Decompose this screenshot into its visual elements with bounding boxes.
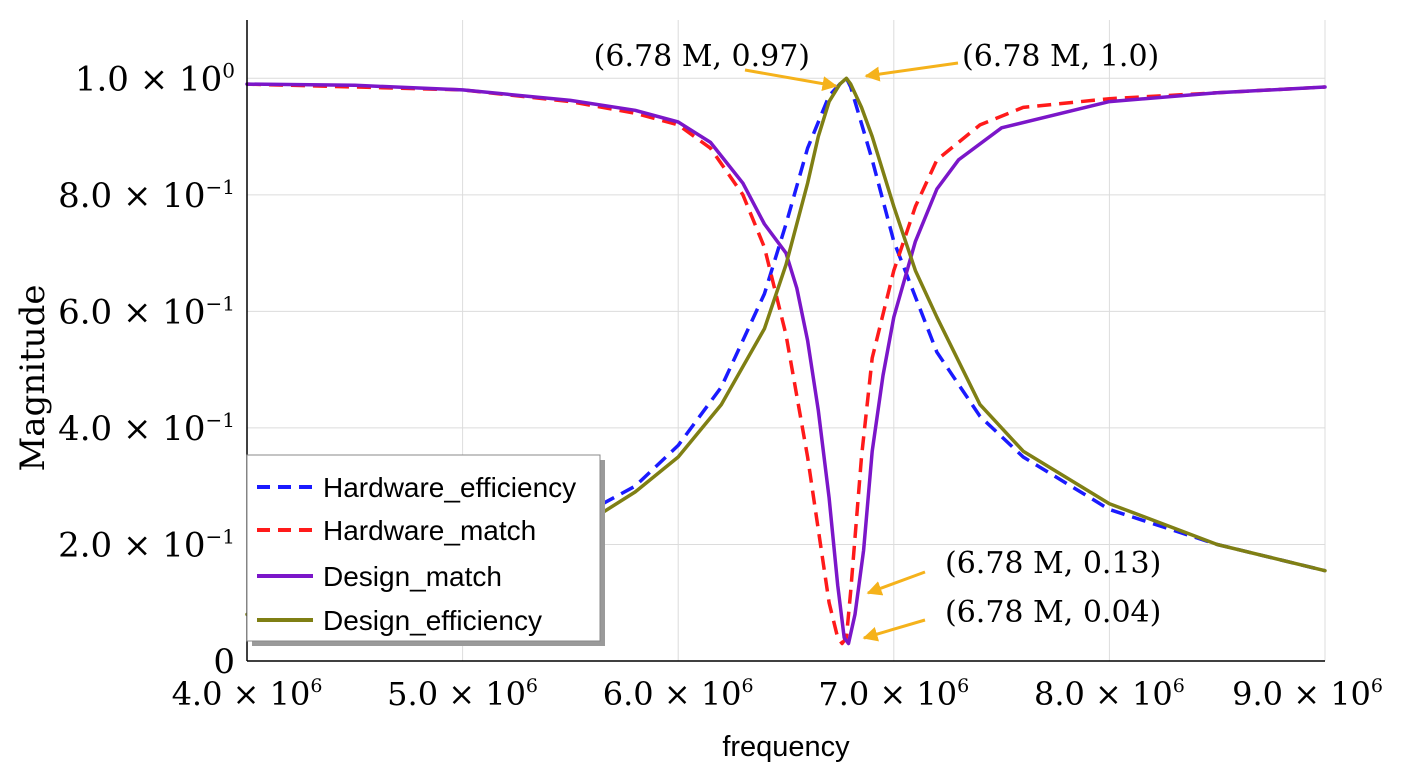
y-tick-label: 1.0 × 100 bbox=[75, 58, 235, 99]
annotation-label: (6.78 M, 0.13) bbox=[945, 546, 1161, 581]
y-tick-label: 8.0 × 10−1 bbox=[58, 175, 235, 216]
series-line-hardware-match bbox=[246, 82, 1326, 646]
x-axis-title: frequency bbox=[722, 731, 850, 763]
legend-label-hardware-efficiency: Hardware_efficiency bbox=[323, 472, 576, 503]
legend-label-design-efficiency: Design_efficiency bbox=[323, 605, 542, 636]
grid bbox=[246, 20, 1326, 662]
x-tick-label: 8.0 × 106 bbox=[1034, 675, 1185, 713]
y-tick-label: 4.0 × 10−1 bbox=[58, 408, 235, 449]
y-tick-label: 0 bbox=[213, 642, 235, 682]
y-tick-label: 6.0 × 10−1 bbox=[58, 291, 235, 332]
annotation-label: (6.78 M, 0.04) bbox=[945, 595, 1161, 630]
series-line-design-match bbox=[245, 82, 1327, 646]
x-tick-label: 4.0 × 106 bbox=[172, 675, 323, 713]
axes: 0 2.0 × 10−1 4.0 × 10−1 6.0 × 10−1 8.0 × 10−… bbox=[58, 20, 1383, 713]
annotations: (6.78 M, 0.97) (6.78 M, 1.0) (6.78 M, 0.13… bbox=[594, 39, 1161, 642]
annotation-arrow bbox=[864, 61, 959, 82]
legend-label-hardware-match: Hardware_match bbox=[323, 515, 536, 546]
annotation-label: (6.78 M, 0.97) bbox=[594, 39, 810, 74]
x-tick-label: 7.0 × 106 bbox=[818, 675, 969, 713]
annotation-arrow bbox=[866, 570, 926, 596]
y-tick-label: 2.0 × 10−1 bbox=[58, 524, 235, 565]
legend-label-design-match: Design_match bbox=[323, 561, 502, 592]
x-tick-label: 6.0 × 106 bbox=[603, 675, 754, 713]
annotation-label: (6.78 M, 1.0) bbox=[962, 39, 1159, 74]
x-tick-label: 9.0 × 106 bbox=[1232, 675, 1383, 713]
y-axis-title: Magnitude bbox=[13, 284, 53, 471]
annotation-arrow bbox=[862, 618, 926, 642]
annotation-arrow bbox=[744, 68, 838, 92]
series-line-design-efficiency bbox=[245, 76, 1327, 617]
legend: Hardware_efficiency Hardware_match Design_… bbox=[246, 454, 605, 646]
x-tick-label: 5.0 × 106 bbox=[387, 675, 538, 713]
